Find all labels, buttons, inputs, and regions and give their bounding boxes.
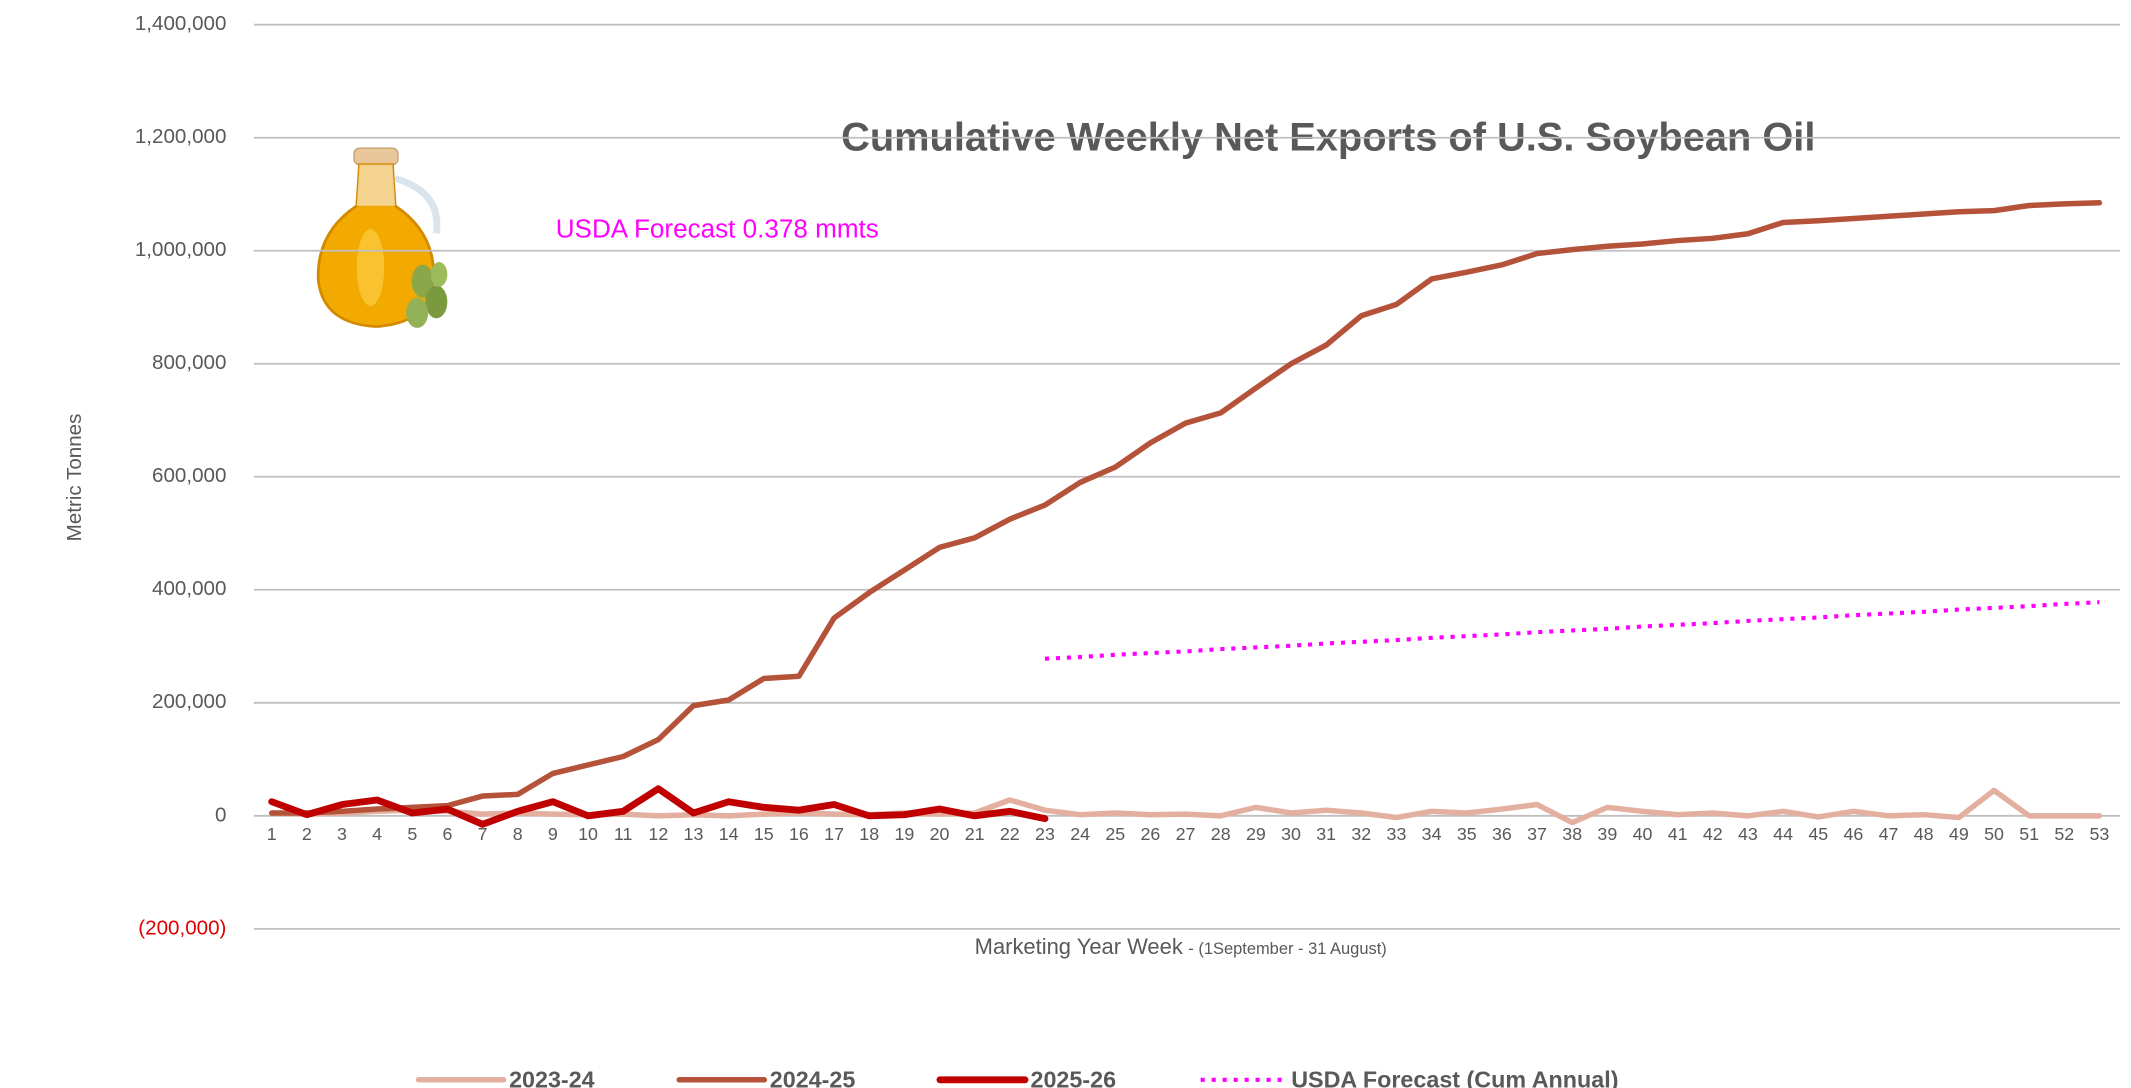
x-tick-label: 8 — [513, 824, 523, 844]
y-tick-label: 1,000,000 — [135, 238, 227, 261]
legend-item: 2023-24 — [419, 1066, 595, 1088]
x-tick-label: 44 — [1773, 824, 1793, 844]
x-tick-label: 53 — [2090, 824, 2110, 844]
annotation-box: USDA Forecast 0.378 mmts — [556, 215, 913, 284]
x-tick-label: 35 — [1457, 824, 1477, 844]
y-tick-label: 800,000 — [152, 351, 226, 374]
x-tick-label: 23 — [1035, 824, 1055, 844]
chart: Cumulative Weekly Net Exports of U.S. So… — [0, 0, 2131, 1088]
series-line — [1045, 602, 2099, 658]
x-axis-note: - (1September - 31 August) — [1188, 940, 1386, 958]
legend-label: USDA Forecast (Cum Annual) — [1291, 1066, 1618, 1088]
x-tick-label: 21 — [965, 824, 985, 844]
x-tick-label: 2 — [302, 824, 312, 844]
x-tick-label: 24 — [1070, 824, 1090, 844]
x-tick-label: 38 — [1562, 824, 1582, 844]
x-tick-label: 22 — [1000, 824, 1020, 844]
y-tick-label: 1,200,000 — [135, 125, 227, 148]
annotation: USDA Forecast 0.378 mmts — [556, 215, 913, 245]
legend-item: 2024-25 — [679, 1066, 855, 1088]
x-tick-label: 42 — [1703, 824, 1723, 844]
x-axis-label: Marketing Year Week — [975, 934, 1183, 959]
x-tick-label: 36 — [1492, 824, 1512, 844]
x-tick-label: 48 — [1914, 824, 1934, 844]
x-tick-label: 25 — [1105, 824, 1125, 844]
x-tick-label: 17 — [824, 824, 844, 844]
x-tick-label: 40 — [1633, 824, 1653, 844]
legend-label: 2025-26 — [1031, 1066, 1117, 1088]
x-tick-label: 32 — [1351, 824, 1371, 844]
legend-label: 2024-25 — [770, 1066, 856, 1088]
series-line — [272, 789, 1045, 825]
x-tick-label: 37 — [1527, 824, 1547, 844]
x-tick-label: 12 — [648, 824, 668, 844]
x-tick-label: 52 — [2054, 824, 2074, 844]
oil-bottle-icon — [318, 148, 447, 328]
x-tick-label: 14 — [719, 824, 739, 844]
x-tick-label: 19 — [894, 824, 914, 844]
x-tick-label: 43 — [1738, 824, 1758, 844]
y-tick-label: 200,000 — [152, 690, 226, 713]
x-tick-label: 13 — [684, 824, 704, 844]
x-tick-label: 34 — [1422, 824, 1442, 844]
x-tick-label: 16 — [789, 824, 809, 844]
x-tick-label: 3 — [337, 824, 347, 844]
x-tick-label: 5 — [407, 824, 417, 844]
legend-label: 2023-24 — [509, 1066, 595, 1088]
x-tick-label: 45 — [1808, 824, 1828, 844]
legend-item: 2025-26 — [940, 1066, 1116, 1088]
x-tick-label: 29 — [1246, 824, 1266, 844]
x-tick-label: 27 — [1176, 824, 1196, 844]
x-tick-label: 30 — [1281, 824, 1301, 844]
x-tick-label: 6 — [442, 824, 452, 844]
x-tick-label: 9 — [548, 824, 558, 844]
x-tick-label: 33 — [1387, 824, 1407, 844]
x-tick-label: 4 — [372, 824, 382, 844]
y-tick-label: 0 — [215, 803, 226, 826]
y-tick-label: (200,000) — [138, 916, 226, 939]
y-tick-label: 400,000 — [152, 577, 226, 600]
series-line — [272, 203, 2100, 813]
legend-item: USDA Forecast (Cum Annual) — [1201, 1066, 1619, 1088]
x-tick-label: 20 — [930, 824, 950, 844]
x-tick-label: 46 — [1843, 824, 1863, 844]
x-tick-label: 15 — [754, 824, 774, 844]
x-tick-label: 26 — [1140, 824, 1160, 844]
x-tick-label: 10 — [578, 824, 598, 844]
y-tick-label: 1,400,000 — [135, 12, 227, 35]
x-tick-label: 50 — [1984, 824, 2004, 844]
x-tick-label: 18 — [859, 824, 879, 844]
page: {"chart_data": { "type": "line", "title"… — [0, 0, 2131, 1088]
x-tick-label: 39 — [1597, 824, 1617, 844]
x-tick-label: 28 — [1211, 824, 1231, 844]
x-tick-label: 11 — [614, 824, 633, 844]
x-tick-label: 47 — [1879, 824, 1899, 844]
y-axis-label: Metric Tonnes — [63, 414, 86, 542]
x-tick-label: 51 — [2019, 824, 2039, 844]
x-tick-label: 31 — [1316, 824, 1336, 844]
x-tick-label: 49 — [1949, 824, 1969, 844]
x-tick-label: 1 — [267, 824, 277, 844]
x-tick-label: 41 — [1668, 824, 1688, 844]
y-tick-label: 600,000 — [152, 464, 226, 487]
